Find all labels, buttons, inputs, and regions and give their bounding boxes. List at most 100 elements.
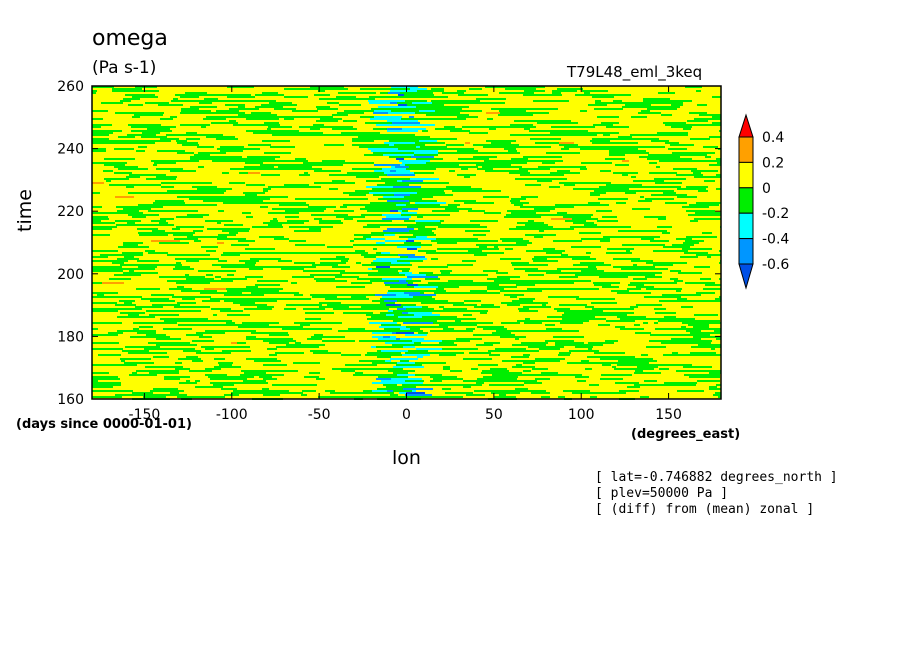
heatmap-cell: [177, 302, 196, 304]
heatmap-cell: [332, 266, 350, 268]
heatmap-cell: [548, 346, 564, 348]
heatmap-cell: [527, 206, 547, 208]
heatmap-cell: [313, 124, 324, 126]
heatmap-cell: [541, 120, 554, 122]
heatmap-cell: [358, 136, 376, 138]
heatmap-cell: [419, 272, 433, 274]
heatmap-cell: [342, 262, 346, 264]
heatmap-cell: [579, 232, 601, 234]
heatmap-cell: [231, 244, 249, 246]
heatmap-cell: [644, 296, 650, 298]
heatmap-cell: [545, 282, 574, 284]
heatmap-cell: [372, 268, 390, 270]
heatmap-cell: [124, 362, 150, 364]
heatmap-cell: [205, 348, 214, 350]
heatmap-cell: [371, 346, 376, 348]
heatmap-cell: [546, 252, 562, 254]
heatmap-cell: [207, 352, 231, 354]
heatmap-cell: [440, 220, 444, 222]
heatmap-cell: [671, 338, 701, 340]
heatmap-cell: [320, 258, 349, 260]
heatmap-cell: [462, 260, 476, 262]
heatmap-cell: [116, 90, 130, 92]
heatmap-cell: [470, 324, 477, 326]
heatmap-cell: [373, 128, 387, 130]
heatmap-cell: [613, 266, 634, 268]
heatmap-cell: [691, 170, 709, 172]
heatmap-cell: [378, 338, 396, 340]
heatmap-cell: [308, 206, 336, 208]
heatmap-cell: [600, 314, 627, 316]
heatmap-cell: [276, 292, 299, 294]
heatmap-cell: [92, 296, 112, 298]
heatmap-cell: [368, 364, 377, 366]
heatmap-cell: [566, 268, 579, 270]
heatmap-cell: [281, 268, 304, 270]
heatmap-cell: [404, 108, 421, 110]
heatmap-cell: [92, 218, 100, 220]
y-tick-label: 220: [57, 204, 84, 220]
heatmap-cell: [117, 258, 139, 260]
heatmap-cell: [397, 298, 417, 300]
heatmap-cell: [686, 236, 717, 238]
heatmap-cell: [617, 316, 636, 318]
heatmap-cell: [558, 280, 571, 282]
heatmap-cell: [248, 252, 276, 254]
heatmap-cell: [163, 328, 192, 330]
heatmap-cell: [709, 388, 721, 390]
heatmap-cell: [172, 344, 197, 346]
note-pressure-level: [ plev=50000 Pa ]: [595, 486, 729, 501]
heatmap-cell: [501, 322, 520, 324]
heatmap-cell: [657, 226, 672, 228]
heatmap-cell: [471, 368, 478, 370]
heatmap-cell: [323, 322, 342, 324]
heatmap-cell: [709, 164, 721, 166]
heatmap-cell: [574, 214, 593, 216]
heatmap-cell: [243, 192, 265, 194]
heatmap-cell: [92, 380, 98, 382]
heatmap-cell: [385, 274, 405, 276]
heatmap-cell: [271, 340, 296, 342]
heatmap-cell: [394, 194, 410, 196]
heatmap-cell: [361, 254, 373, 256]
heatmap-cell: [160, 138, 179, 140]
heatmap-cell: [354, 234, 384, 236]
heatmap-cell: [364, 256, 376, 258]
heatmap-cell: [558, 354, 570, 356]
heatmap-cell: [131, 126, 138, 128]
heatmap-cell: [339, 210, 348, 212]
heatmap-cell: [409, 224, 435, 226]
heatmap-cell: [268, 186, 299, 188]
heatmap-cell: [685, 384, 696, 386]
heatmap-cell: [357, 278, 382, 280]
heatmap-cell: [257, 306, 274, 308]
heatmap-cell: [601, 274, 631, 276]
heatmap-cell: [382, 208, 402, 210]
heatmap-cell: [713, 322, 721, 324]
heatmap-cell: [654, 178, 660, 180]
heatmap-cell: [92, 110, 108, 112]
heatmap-cell: [285, 216, 299, 218]
heatmap-cell: [218, 264, 246, 266]
heatmap-cell: [120, 308, 142, 310]
heatmap-cell: [525, 270, 550, 272]
heatmap-cell: [402, 312, 408, 314]
heatmap-cell: [127, 134, 156, 136]
heatmap-cell: [210, 382, 226, 384]
heatmap-cell: [201, 246, 218, 248]
heatmap-cell: [120, 312, 126, 314]
heatmap-cell: [668, 148, 687, 150]
heatmap-cell: [123, 136, 135, 138]
heatmap-cell: [214, 330, 228, 332]
heatmap-cell: [106, 266, 122, 268]
heatmap-cell: [373, 248, 377, 250]
heatmap-cell: [463, 358, 492, 360]
heatmap-cell: [377, 190, 383, 192]
heatmap-cell: [403, 152, 414, 154]
heatmap-cell: [384, 192, 394, 194]
heatmap-cell: [692, 354, 721, 356]
heatmap-cell: [197, 134, 223, 136]
heatmap-cell: [641, 244, 665, 246]
heatmap-cell: [439, 306, 444, 308]
heatmap-cell: [400, 164, 405, 166]
